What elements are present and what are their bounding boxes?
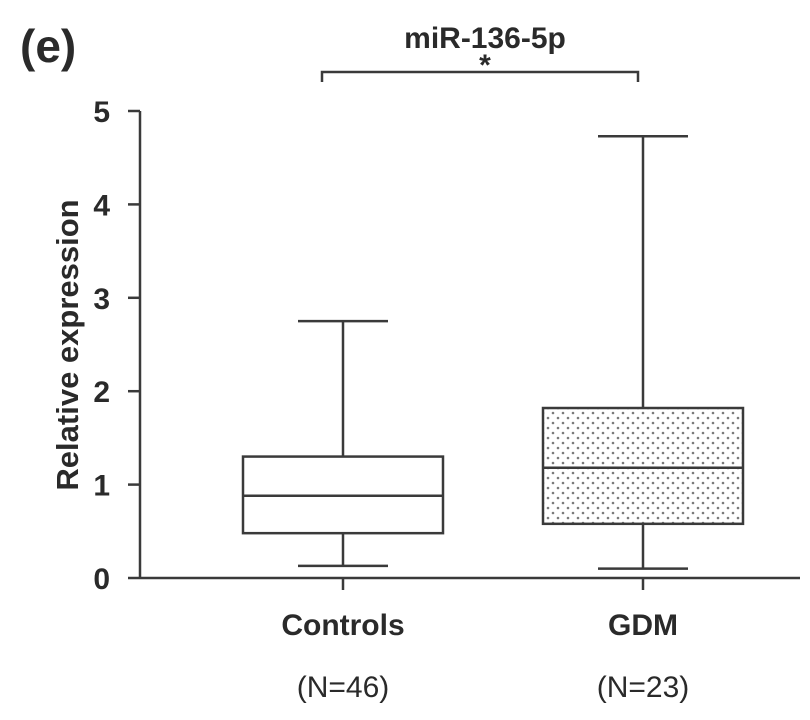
y-tick-label: 4 [93,189,110,222]
box-controls: Controls (N=46) [241,319,445,704]
y-tick-label: 3 [93,283,110,316]
category-label: GDM [608,609,678,642]
y-tick-label: 0 [93,563,110,596]
significance-bracket [320,70,640,82]
sample-size-label: (N=46) [297,671,390,704]
sample-size-label: (N=23) [597,671,690,704]
interquartile-box [541,406,745,526]
y-tick-label: 5 [93,96,110,129]
y-tick-label: 1 [93,470,110,503]
significance-star: * [479,49,491,82]
chart-title: miR-136-5p [404,22,566,55]
box-gdm: GDM (N=23) [541,134,745,704]
panel-label: (e) [20,20,76,72]
category-label: Controls [281,609,404,642]
y-axis-label: Relative expression [50,199,85,490]
y-tick-label: 2 [93,376,110,409]
